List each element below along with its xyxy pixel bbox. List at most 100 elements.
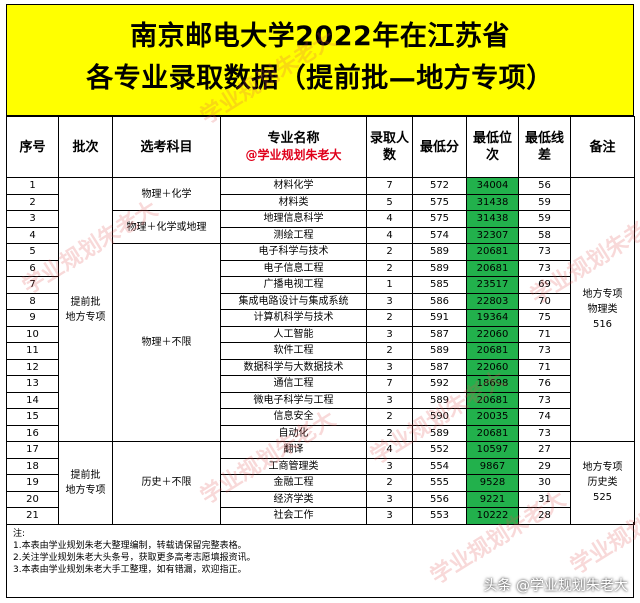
- row-min-diff: 28: [518, 507, 571, 525]
- row-min-rank: 20681: [466, 259, 519, 277]
- row-min-score: 589: [412, 424, 467, 442]
- row-min-diff: 69: [518, 276, 571, 294]
- table-row: 15 信息安全 2 590 20035 74: [6, 408, 635, 426]
- row-major: 电子信息工程: [220, 259, 367, 277]
- title-banner: 南京邮电大学2022年在江苏省 各专业录取数据（提前批—地方专项）: [6, 4, 634, 116]
- row-seq: 5: [6, 243, 59, 261]
- row-min-score: 589: [412, 342, 467, 360]
- admission-sheet: 南京邮电大学2022年在江苏省 各专业录取数据（提前批—地方专项） 序号 批次 …: [6, 4, 635, 598]
- row-min-rank: 31438: [466, 210, 519, 228]
- header-subjects: 选考科目: [112, 116, 221, 178]
- subjects-cell: 物理＋不限: [112, 243, 221, 442]
- header-major: 专业名称 @学业规划朱老大: [220, 116, 367, 178]
- subjects-cell: 历史＋不限: [112, 441, 221, 525]
- row-seq: 1: [6, 177, 59, 195]
- table-row: 2 材料类 5 575 31438 59: [6, 193, 635, 211]
- remark-cell: 地方专项 物理类 516: [570, 177, 635, 442]
- row-count: 3: [366, 507, 413, 525]
- row-min-diff: 31: [518, 490, 571, 508]
- remark-cell: 地方专项 历史类 525: [570, 441, 635, 525]
- row-seq: 10: [6, 325, 59, 343]
- row-min-rank: 18698: [466, 375, 519, 393]
- header-seq: 序号: [6, 116, 59, 178]
- row-min-rank: 20681: [466, 424, 519, 442]
- row-major: 金融工程: [220, 474, 367, 492]
- row-min-score: 575: [412, 210, 467, 228]
- row-min-diff: 75: [518, 309, 571, 327]
- row-major: 电子科学与技术: [220, 243, 367, 261]
- row-count: 2: [366, 342, 413, 360]
- row-min-rank: 34004: [466, 177, 519, 195]
- row-min-rank: 32307: [466, 226, 519, 244]
- row-min-rank: 9867: [466, 457, 519, 475]
- batch-cell: 提前批 地方专项: [58, 441, 113, 525]
- row-major: 软件工程: [220, 342, 367, 360]
- header-min-diff: 最低线差: [518, 116, 571, 178]
- row-min-score: 555: [412, 474, 467, 492]
- row-count: 3: [366, 292, 413, 310]
- table-row: 16 自动化 2 589 20681 73: [6, 424, 635, 442]
- row-count: 3: [366, 391, 413, 409]
- header-remark: 备注: [570, 116, 635, 178]
- row-min-rank: 22060: [466, 325, 519, 343]
- header-count: 录取人数: [366, 116, 413, 178]
- row-seq: 14: [6, 391, 59, 409]
- row-seq: 13: [6, 375, 59, 393]
- table-row: 1 提前批 地方专项 物理＋化学 材料化学 7 572 34004 56 地方专项 物理类 516: [6, 177, 635, 442]
- row-seq: 4: [6, 226, 59, 244]
- subjects-cell: 物理＋化学或地理: [112, 210, 221, 244]
- row-min-score: 592: [412, 375, 467, 393]
- admission-table: 序号 批次 选考科目 专业名称 @学业规划朱老大 录取人数 最低分 最低位次 最…: [6, 116, 635, 525]
- row-major: 广播电视工程: [220, 276, 367, 294]
- header-min-score: 最低分: [412, 116, 467, 178]
- subjects-cell: 物理＋化学: [112, 177, 221, 211]
- table-row: 19 金融工程 2 555 9528 30: [6, 474, 635, 492]
- row-min-diff: 71: [518, 325, 571, 343]
- row-major: 自动化: [220, 424, 367, 442]
- row-major: 社会工作: [220, 507, 367, 525]
- row-seq: 15: [6, 408, 59, 426]
- row-major: 翻译: [220, 441, 367, 459]
- page-title: 南京邮电大学2022年在江苏省: [130, 21, 510, 52]
- row-seq: 17: [6, 441, 59, 459]
- row-min-score: 574: [412, 226, 467, 244]
- row-min-diff: 73: [518, 424, 571, 442]
- row-min-diff: 70: [518, 292, 571, 310]
- row-count: 3: [366, 490, 413, 508]
- row-count: 3: [366, 325, 413, 343]
- table-row: 6 电子信息工程 2 589 20681 73: [6, 259, 635, 277]
- row-min-diff: 73: [518, 243, 571, 261]
- page-subtitle: 各专业录取数据（提前批—地方专项）: [86, 63, 554, 94]
- row-major: 通信工程: [220, 375, 367, 393]
- table-row: 21 社会工作 3 553 10222 28: [6, 507, 635, 525]
- row-major: 工商管理类: [220, 457, 367, 475]
- row-major: 测绘工程: [220, 226, 367, 244]
- row-min-rank: 9528: [466, 474, 519, 492]
- row-min-score: 589: [412, 243, 467, 261]
- row-count: 5: [366, 193, 413, 211]
- row-min-diff: 27: [518, 441, 571, 459]
- row-seq: 20: [6, 490, 59, 508]
- row-seq: 2: [6, 193, 59, 211]
- brand-watermark: 头条 @学业规划朱老大: [483, 578, 628, 594]
- row-count: 2: [366, 474, 413, 492]
- table-row: 13 通信工程 7 592 18698 76: [6, 375, 635, 393]
- table-header-row: 序号 批次 选考科目 专业名称 @学业规划朱老大 录取人数 最低分 最低位次 最…: [6, 116, 635, 178]
- row-min-rank: 19364: [466, 309, 519, 327]
- table-row: 4 测绘工程 4 574 32307 58: [6, 226, 635, 244]
- row-count: 2: [366, 424, 413, 442]
- row-min-score: 589: [412, 259, 467, 277]
- row-seq: 18: [6, 457, 59, 475]
- row-seq: 16: [6, 424, 59, 442]
- row-major: 微电子科学与工程: [220, 391, 367, 409]
- row-min-score: 554: [412, 457, 467, 475]
- row-major: 经济学类: [220, 490, 367, 508]
- row-min-diff: 30: [518, 474, 571, 492]
- row-count: 2: [366, 309, 413, 327]
- row-major: 人工智能: [220, 325, 367, 343]
- note-1: 1.本表由学业规划朱老大整理编制，转载请保留完整表格。: [13, 541, 247, 551]
- row-seq: 6: [6, 259, 59, 277]
- row-count: 4: [366, 226, 413, 244]
- batch-cell: 提前批 地方专项: [58, 177, 113, 442]
- row-min-score: 552: [412, 441, 467, 459]
